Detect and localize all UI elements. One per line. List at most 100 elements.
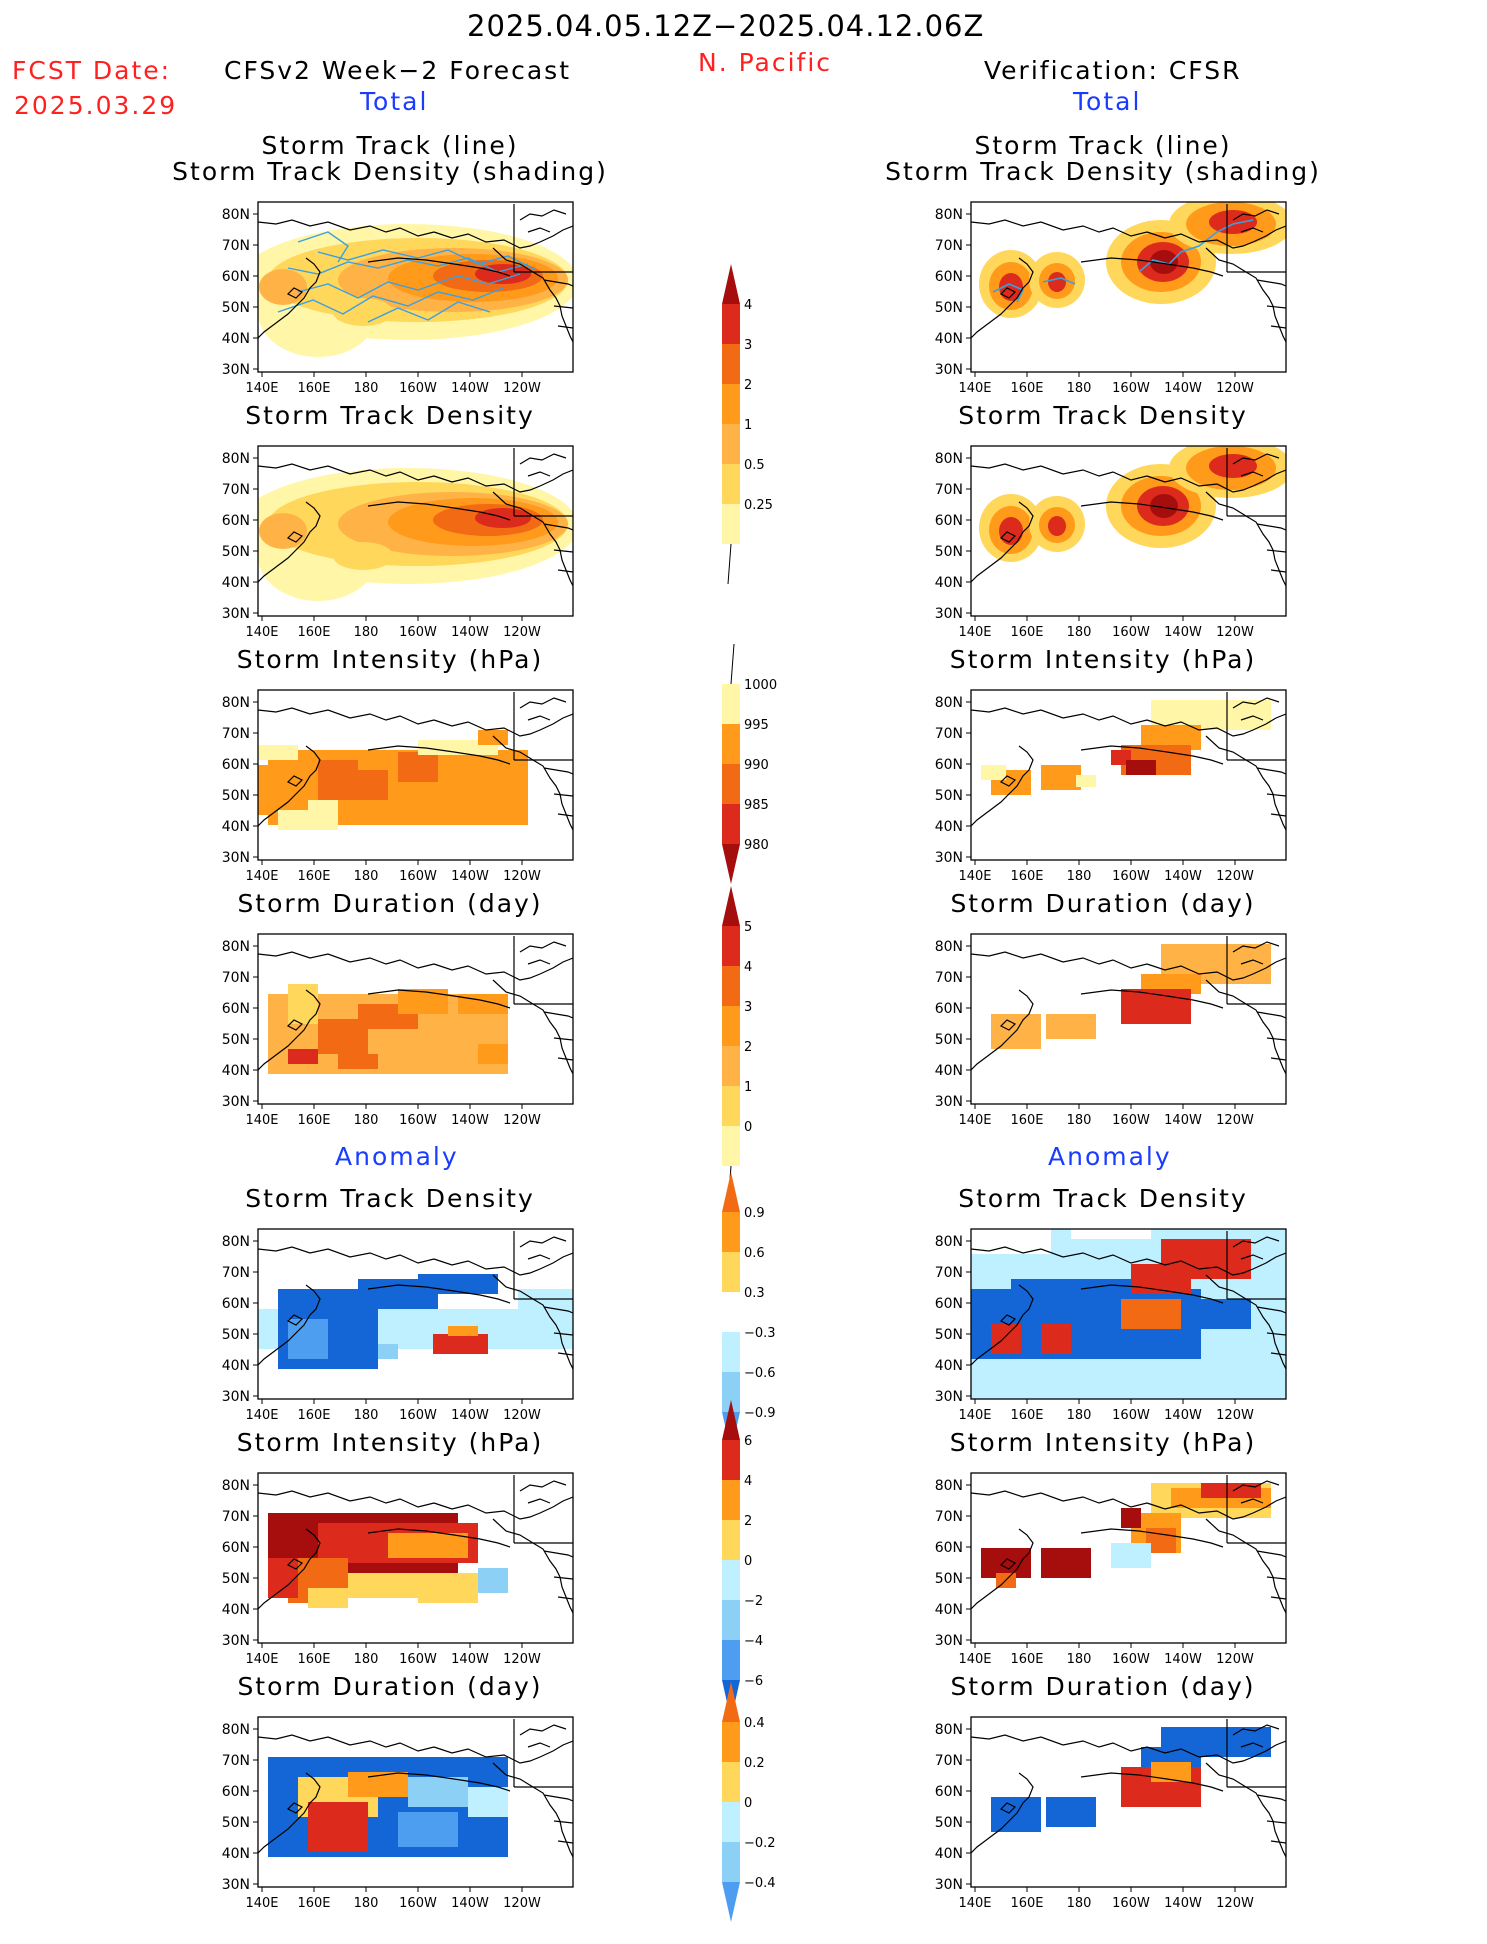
lat-tick-label: 30N bbox=[935, 606, 963, 622]
lon-tick-label: 180 bbox=[1067, 1408, 1092, 1423]
lat-tick-label: 30N bbox=[222, 1389, 250, 1405]
colorbar-label: 985 bbox=[744, 798, 769, 813]
lat-tick-label: 70N bbox=[222, 1509, 250, 1525]
lat-tick-label: 60N bbox=[935, 1784, 963, 1800]
colorbar-swatch bbox=[722, 1842, 740, 1882]
colorbar-swatch bbox=[722, 304, 740, 344]
colorbar-swatch bbox=[722, 344, 740, 384]
lon-tick-label: 160E bbox=[297, 1113, 330, 1128]
lon-tick-label: 120W bbox=[503, 869, 541, 884]
lon-tick-label: 180 bbox=[1067, 381, 1092, 396]
left-column-title: CFSv2 Week−2 Forecast bbox=[224, 56, 571, 85]
lon-tick-label: 120W bbox=[503, 625, 541, 640]
lat-tick-label: 50N bbox=[935, 1032, 963, 1048]
colorbar-label: 2 bbox=[744, 378, 752, 393]
lat-tick-label: 30N bbox=[222, 1877, 250, 1893]
colorbar-swatch bbox=[722, 1372, 740, 1412]
colorbar-swatch bbox=[722, 1046, 740, 1086]
lon-tick-label: 120W bbox=[503, 1113, 541, 1128]
colorbar-label: −0.4 bbox=[744, 1876, 776, 1891]
lat-tick-label: 50N bbox=[222, 300, 250, 316]
density-colorbar: 4 3 2 1 0.5 0.25 bbox=[712, 262, 802, 606]
colorbar-swatch bbox=[722, 1400, 740, 1440]
lat-tick-label: 60N bbox=[222, 757, 250, 773]
colorbar-swatch bbox=[722, 424, 740, 464]
left-total-label: Total bbox=[360, 87, 429, 116]
lat-tick-label: 70N bbox=[935, 726, 963, 742]
right-intensity-anom-title: Storm Intensity (hPa) bbox=[949, 1428, 1257, 1457]
colorbar-swatch bbox=[722, 384, 740, 424]
lat-tick-label: 40N bbox=[935, 1358, 963, 1374]
right-density-anomaly-map: 80N 70N 60N 50N 40N 30N 140E 160E 180 160W 140W 120… bbox=[923, 1227, 1296, 1431]
map-svg: 80N 70N 60N 50N 40N 30N 140E 160E 180 160W 140W 120… bbox=[935, 1472, 1287, 1667]
colorbar-label: 4 bbox=[744, 1474, 752, 1489]
left-duration-anomaly-map: 80N 70N 60N 50N 40N 30N 140E 160E 180 160W 140W 120… bbox=[210, 1715, 583, 1919]
lat-tick-label: 70N bbox=[935, 1753, 963, 1769]
lat-tick-label: 60N bbox=[222, 1296, 250, 1312]
map-svg: 80N 70N 60N 50N 40N 30N 140E 160E 180 160W 140W 120… bbox=[935, 445, 1287, 640]
lon-tick-label: 160W bbox=[399, 1113, 437, 1128]
storm-track-line bbox=[367, 301, 491, 323]
lon-tick-label: 160W bbox=[399, 625, 437, 640]
lat-tick-label: 80N bbox=[222, 1234, 250, 1250]
colorbar-swatch bbox=[722, 1600, 740, 1640]
colorbar-swatch bbox=[722, 804, 740, 844]
lon-tick-label: 140E bbox=[245, 869, 278, 884]
lat-tick-label: 60N bbox=[935, 1540, 963, 1556]
lon-tick-label: 140E bbox=[958, 381, 991, 396]
right-duration-anomaly-map: 80N 70N 60N 50N 40N 30N 140E 160E 180 160W 140W 120… bbox=[923, 1715, 1296, 1919]
lon-tick-label: 180 bbox=[354, 1896, 379, 1911]
fcst-date-value: 2025.03.29 bbox=[14, 91, 178, 120]
left-duration-anom-title: Storm Duration (day) bbox=[237, 1672, 543, 1701]
colorbar-label: 0.3 bbox=[744, 1286, 765, 1301]
map-svg: 80N 70N 60N 50N 40N 30N 140E 160E 180 160W 140W 120… bbox=[222, 689, 574, 884]
right-total-label: Total bbox=[1073, 87, 1142, 116]
lon-tick-label: 140E bbox=[958, 625, 991, 640]
lat-tick-label: 80N bbox=[222, 695, 250, 711]
lon-tick-label: 160W bbox=[399, 1408, 437, 1423]
lat-tick-label: 60N bbox=[935, 1001, 963, 1017]
lat-tick-label: 80N bbox=[222, 939, 250, 955]
lon-tick-label: 140E bbox=[958, 1896, 991, 1911]
colorbar-label: 4 bbox=[744, 960, 752, 975]
lat-tick-label: 50N bbox=[222, 1327, 250, 1343]
colorbar-label: 1 bbox=[744, 1080, 752, 1095]
colorbar-label: 0.6 bbox=[744, 1246, 765, 1261]
lat-tick-label: 80N bbox=[935, 1478, 963, 1494]
left-duration-title: Storm Duration (day) bbox=[237, 889, 543, 918]
lon-tick-label: 160E bbox=[297, 381, 330, 396]
lon-tick-label: 180 bbox=[354, 625, 379, 640]
lat-tick-label: 60N bbox=[935, 269, 963, 285]
right-duration-anom-title: Storm Duration (day) bbox=[950, 1672, 1256, 1701]
colorbar-svg: 6 4 2 0 −2 −4 −6 bbox=[722, 1400, 763, 1720]
storm-track-line bbox=[287, 257, 529, 275]
colorbar-svg: 0.4 0.2 0 −0.2 −0.4 bbox=[722, 1682, 776, 1922]
intensity-anomaly-colorbar: 6 4 2 0 −2 −4 −6 bbox=[712, 1398, 802, 1742]
lon-tick-label: 180 bbox=[354, 1113, 379, 1128]
storm-track-line bbox=[297, 231, 349, 263]
colorbar-label: 0.4 bbox=[744, 1716, 765, 1731]
lat-tick-label: 60N bbox=[222, 1540, 250, 1556]
colorbar-label: 5 bbox=[744, 920, 752, 935]
duration-colorbar: 5 4 3 2 1 0 bbox=[712, 884, 802, 1228]
lon-tick-label: 160E bbox=[1010, 1652, 1043, 1667]
colorbar-svg: 4 3 2 1 0.5 0.25 bbox=[722, 264, 773, 585]
lon-tick-label: 140E bbox=[245, 625, 278, 640]
lon-tick-label: 140E bbox=[958, 1408, 991, 1423]
lat-tick-label: 40N bbox=[935, 575, 963, 591]
colorbar-label: 990 bbox=[744, 758, 769, 773]
lat-tick-label: 70N bbox=[222, 970, 250, 986]
lat-tick-label: 60N bbox=[935, 513, 963, 529]
date-range-title: 2025.04.05.12Z−2025.04.12.06Z bbox=[467, 9, 985, 43]
colorbar-label: 0.5 bbox=[744, 458, 765, 473]
lat-tick-label: 50N bbox=[935, 1815, 963, 1831]
colorbar-swatch bbox=[722, 1802, 740, 1842]
lat-tick-label: 70N bbox=[222, 238, 250, 254]
lat-tick-label: 50N bbox=[935, 1571, 963, 1587]
map-svg: 80N 70N 60N 50N 40N 30N 140E 160E 180 160W 140W 120… bbox=[935, 1228, 1287, 1423]
lat-tick-label: 30N bbox=[222, 362, 250, 378]
lon-tick-label: 140W bbox=[1164, 381, 1202, 396]
lon-tick-label: 160E bbox=[297, 625, 330, 640]
lon-tick-label: 120W bbox=[1216, 381, 1254, 396]
lon-tick-label: 140E bbox=[245, 1896, 278, 1911]
